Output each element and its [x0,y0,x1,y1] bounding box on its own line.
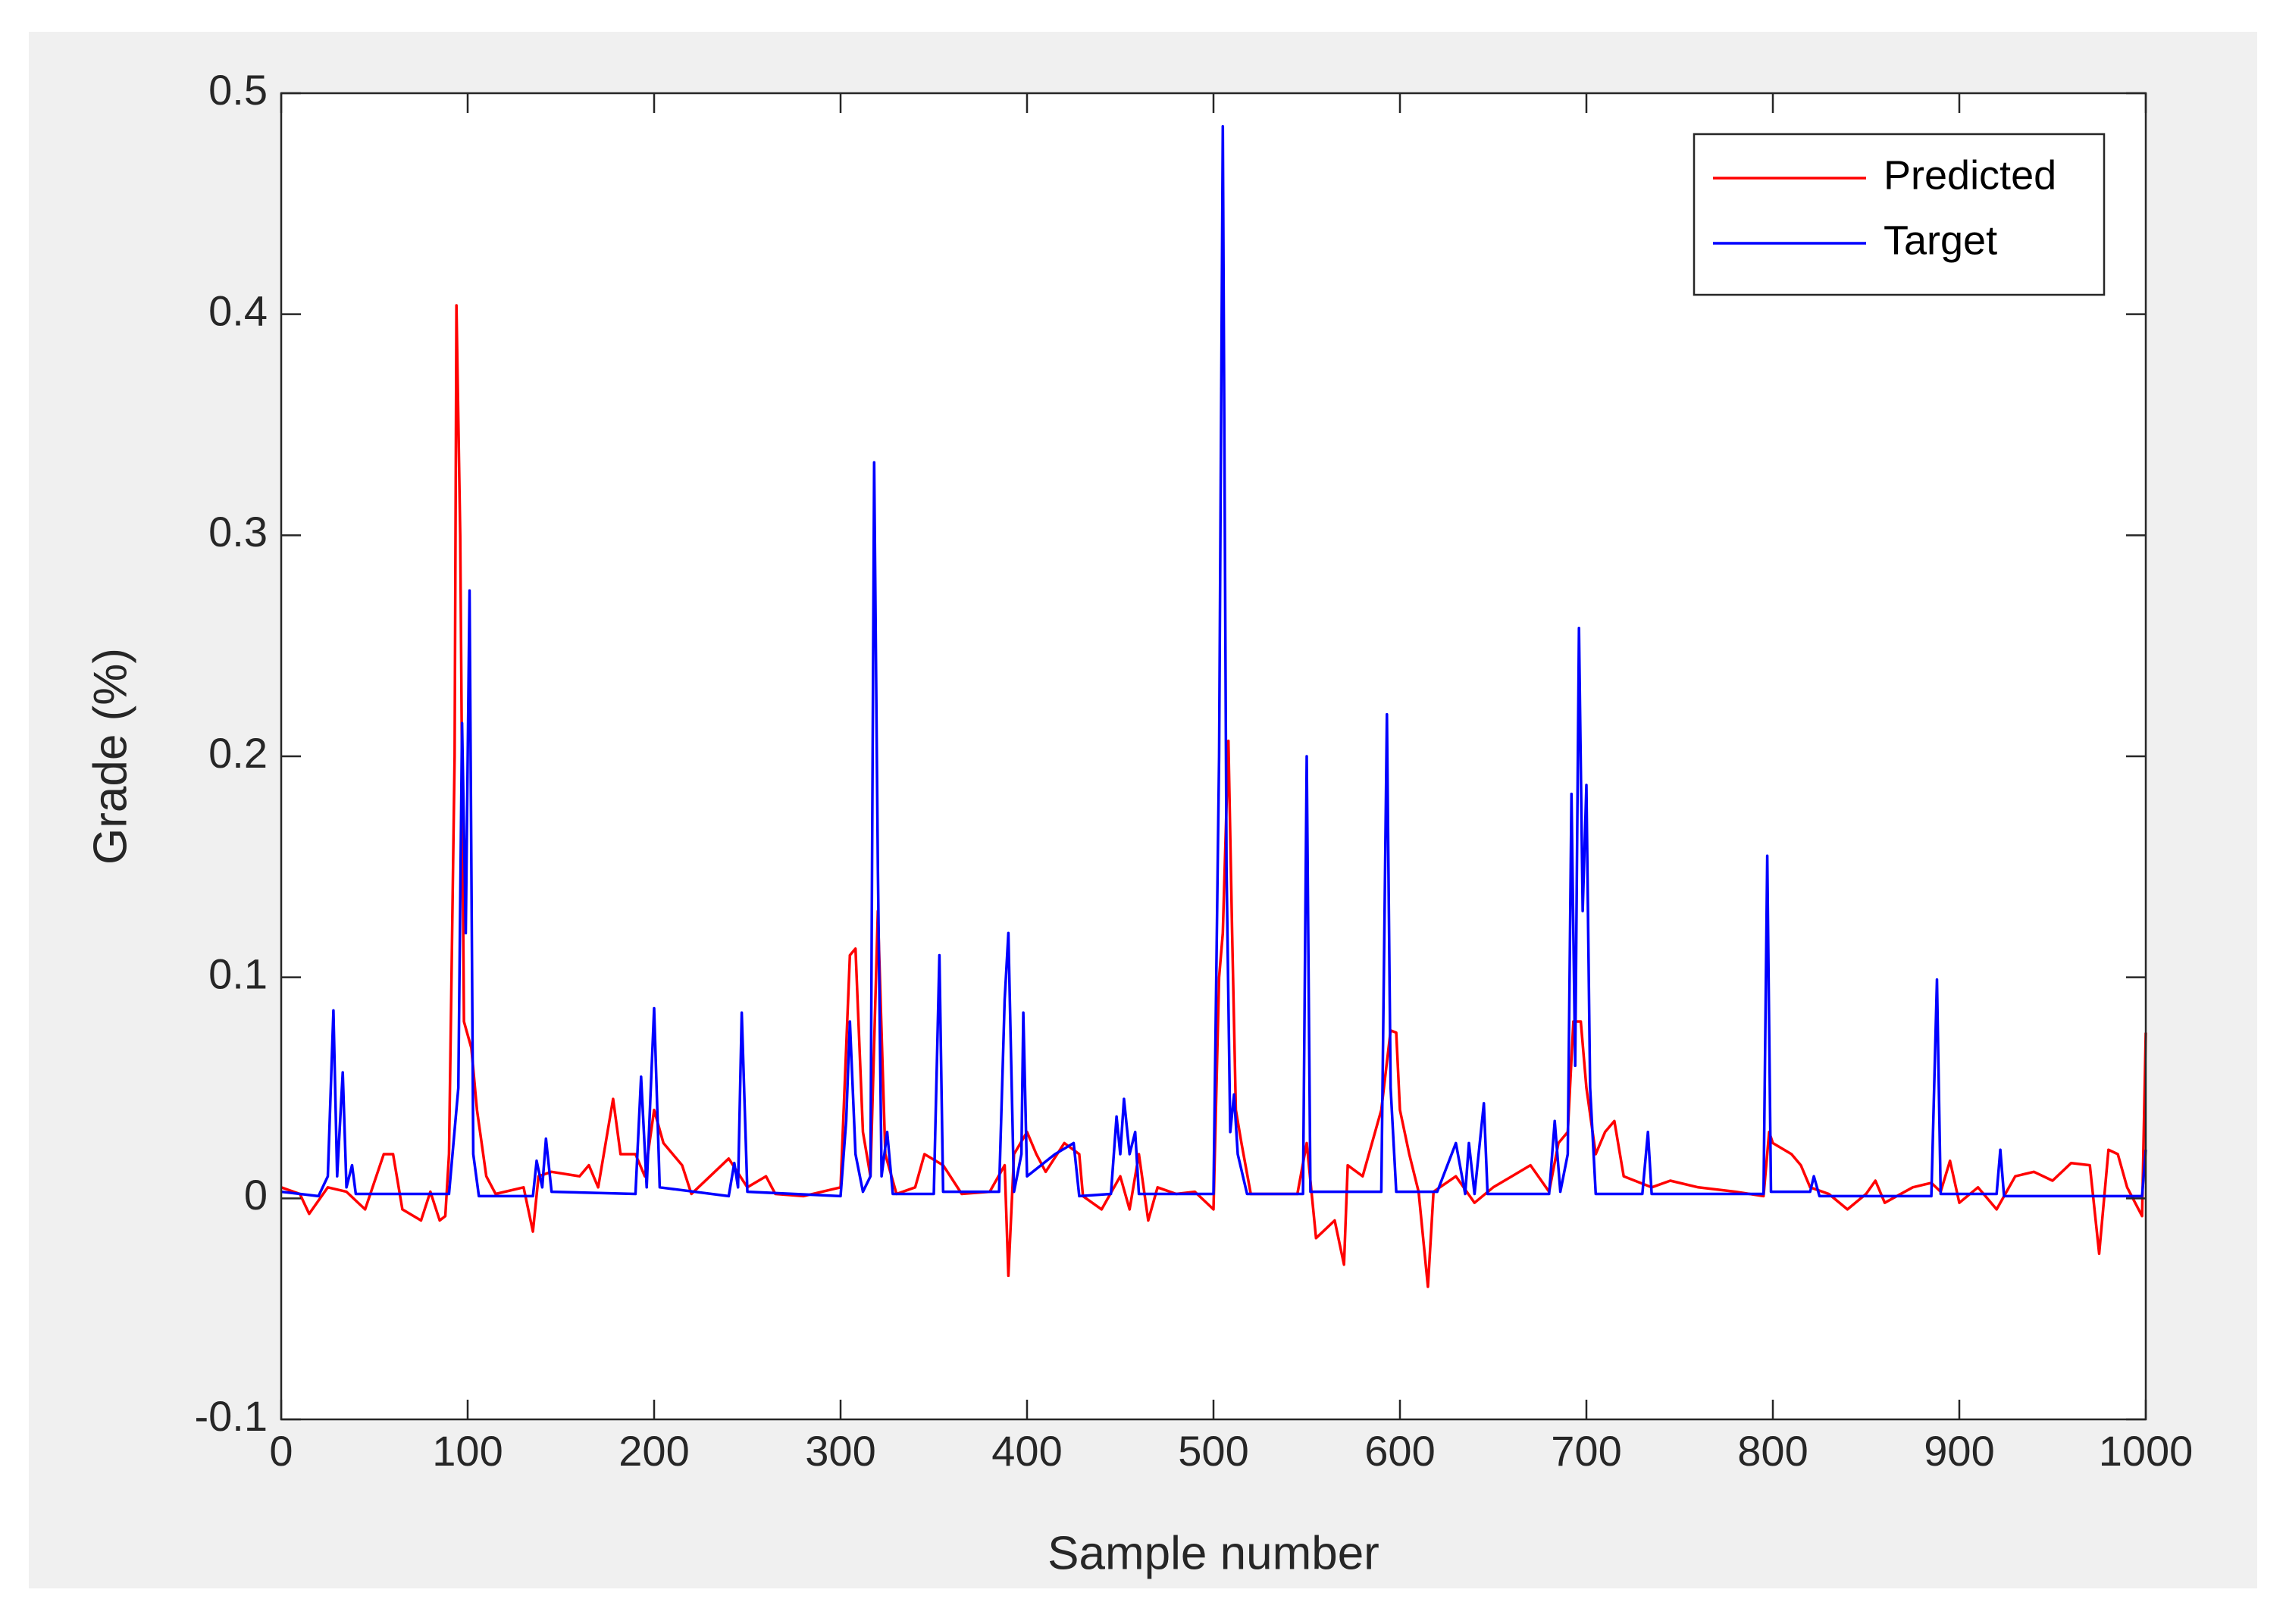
x-tick-label: 200 [618,1427,689,1475]
legend-label: Predicted [1884,152,2056,198]
series-line [280,304,2147,1288]
y-tick-label: 0 [244,1171,268,1219]
x-tick-label: 700 [1551,1427,1621,1475]
x-tick-label: 1000 [2099,1427,2194,1475]
y-tick-label: 0.3 [208,508,268,555]
x-tick-label: 800 [1737,1427,1808,1475]
x-tick-label: 600 [1364,1427,1435,1475]
y-tick-label: 0.5 [208,66,268,114]
y-tick-label: 0.2 [208,729,268,777]
y-tick-label: 0.4 [208,286,268,334]
y-axis-label: Grade (%) [84,648,136,865]
y-tick-label: -0.1 [195,1392,268,1440]
y-tick-label: 0.1 [208,950,268,997]
x-tick-label: 900 [1924,1427,1994,1475]
series-line [280,125,2147,1198]
x-tick-label: 400 [991,1427,1062,1475]
x-tick-label: 300 [805,1427,875,1475]
x-tick-label: 500 [1178,1427,1248,1475]
x-axis-label: Sample number [1047,1527,1379,1579]
x-tick-label: 100 [432,1427,503,1475]
legend-label: Target [1884,217,1997,263]
legend-box [1693,133,2106,296]
x-tick-label: 0 [269,1427,293,1475]
